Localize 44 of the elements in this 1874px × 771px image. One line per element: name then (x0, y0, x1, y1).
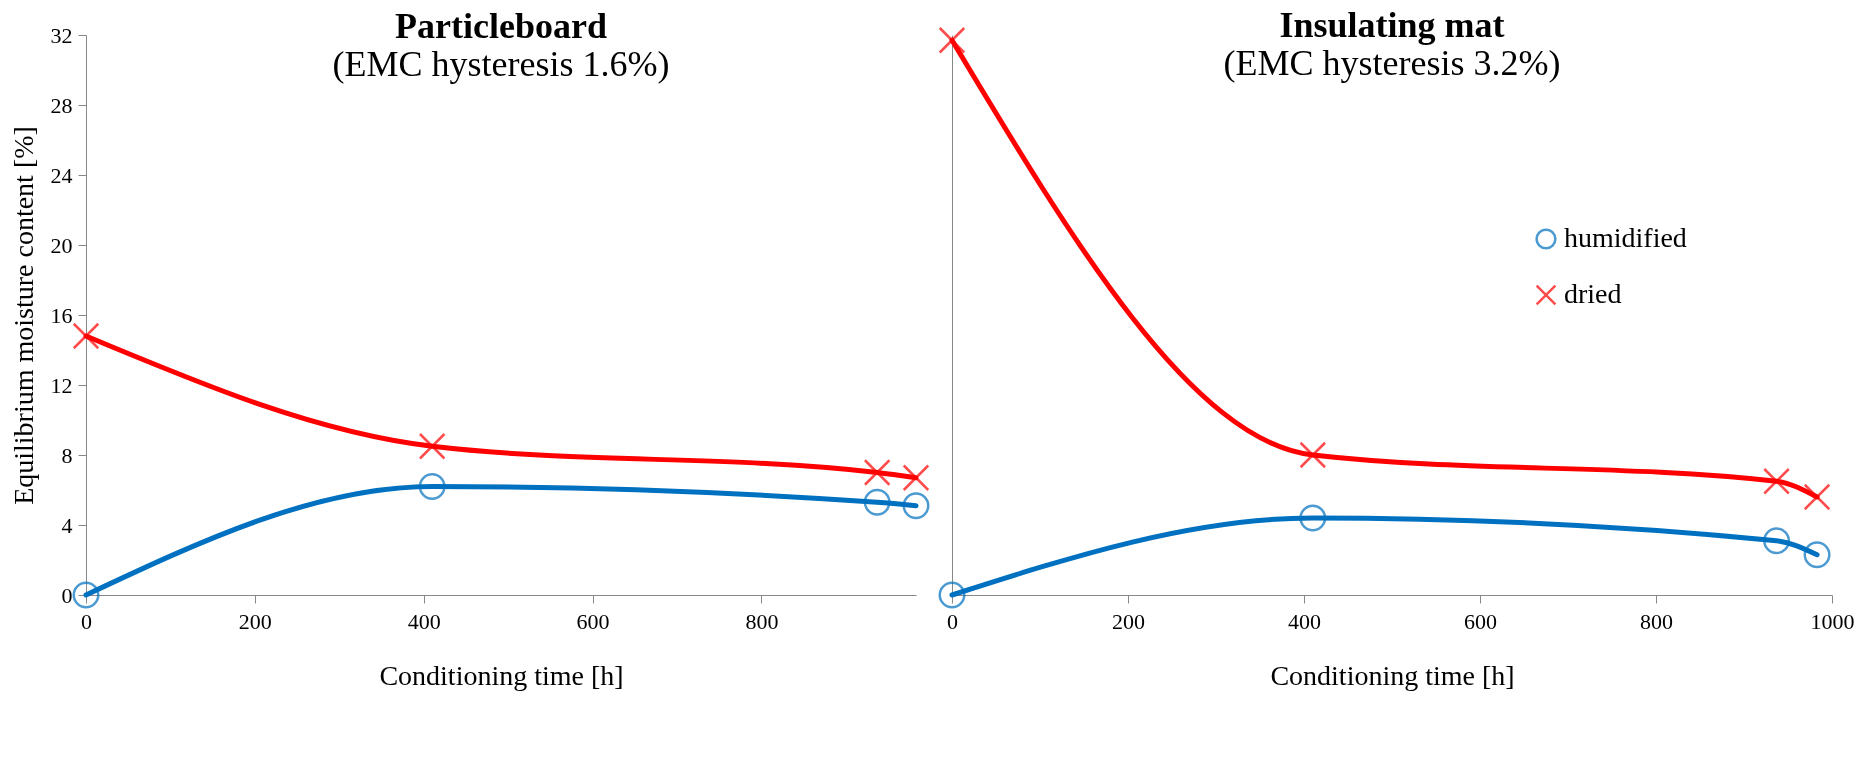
point (1803, 483, 1831, 511)
y-tick-label: 0 (61, 582, 73, 608)
y-tick-label: 8 (61, 442, 73, 468)
point (1299, 441, 1327, 469)
chart-title: Particleboard (395, 6, 607, 46)
x-tick-label: 200 (1112, 608, 1145, 634)
x-tick-label: 0 (947, 608, 958, 634)
point (1803, 541, 1831, 569)
x-tick-label: 0 (81, 608, 92, 634)
x-axis-title: Conditioning time [h] (1270, 659, 1515, 691)
x-tick-label: 1000 (1810, 608, 1855, 634)
y-tick-label: 28 (50, 92, 73, 118)
y-tick-label: 12 (50, 372, 73, 398)
x-tick-label: 400 (1288, 608, 1321, 634)
point (1299, 504, 1327, 532)
point (72, 322, 100, 350)
y-tick-label: 16 (50, 302, 73, 328)
point (1763, 527, 1791, 555)
point (938, 581, 966, 609)
x-axis-title: Conditioning time [h] (379, 659, 624, 691)
y-tick-label: 24 (50, 162, 73, 188)
legend-label: dried (1564, 278, 1622, 309)
point (418, 432, 446, 460)
y-tick-label: 32 (50, 22, 73, 48)
point (938, 26, 966, 54)
point (863, 459, 891, 486)
legend-label: humidified (1564, 222, 1687, 253)
chart-title: Insulating mat (1279, 5, 1505, 45)
y-axis-title: Equilibrium moisture content [%] (7, 126, 39, 505)
x-tick-label: 400 (407, 608, 441, 634)
point (902, 464, 930, 492)
point (72, 581, 100, 609)
point (902, 492, 930, 520)
y-tick-label: 4 (61, 512, 73, 538)
point (1763, 467, 1791, 495)
point (418, 473, 446, 500)
x-tick-label: 800 (745, 608, 779, 634)
x-tick-label: 600 (576, 608, 610, 634)
chart-subtitle: (EMC hysteresis 1.6%) (332, 44, 670, 84)
x-tick-label: 600 (1464, 608, 1497, 634)
point (863, 488, 891, 516)
y-tick-label: 20 (50, 232, 73, 258)
x-tick-label: 800 (1640, 608, 1673, 634)
x-tick-label: 200 (238, 608, 272, 634)
